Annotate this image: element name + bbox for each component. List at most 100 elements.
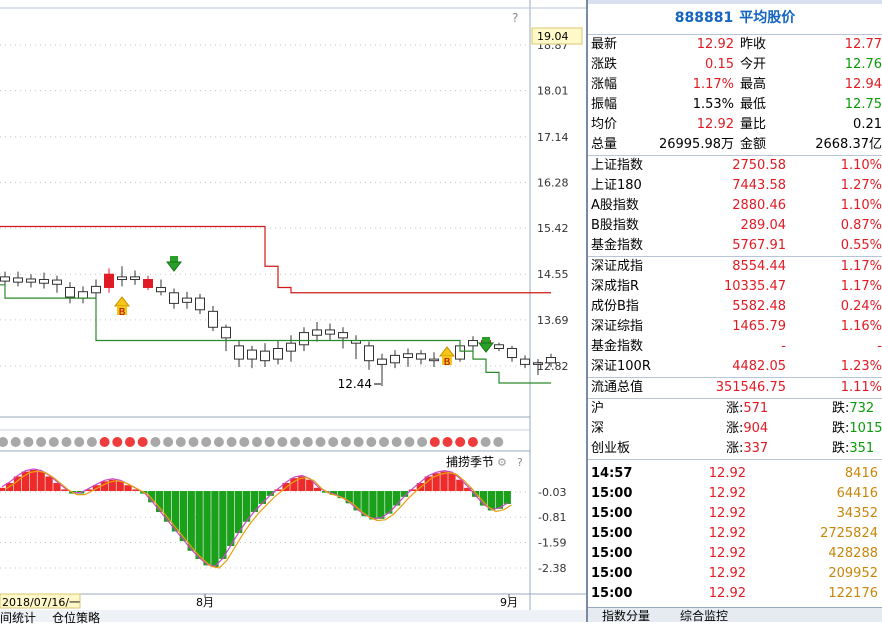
indicator-bar[interactable] <box>53 482 61 492</box>
candle-body[interactable] <box>520 358 530 365</box>
candle-body[interactable] <box>78 291 88 299</box>
index-row[interactable]: 基金指数 - - <box>588 337 882 357</box>
indicator-bar[interactable] <box>400 491 409 497</box>
indicator-bar[interactable] <box>306 479 314 492</box>
candle-body[interactable] <box>26 278 36 283</box>
indicator-bar[interactable] <box>456 479 464 492</box>
candle-body[interactable] <box>182 297 192 303</box>
tab-position-strategy[interactable]: 仓位策略 <box>52 611 101 625</box>
index-row[interactable]: 上证指数 2750.58 1.10% <box>588 156 882 176</box>
indicator-bar[interactable] <box>290 478 298 492</box>
indicator-bar[interactable] <box>464 487 472 492</box>
indicator-bar[interactable] <box>187 491 195 551</box>
indicator-bar[interactable] <box>250 491 259 513</box>
index-row[interactable]: 上证180 7443.58 1.27% <box>588 176 882 196</box>
tab-time-stats[interactable]: 间统计 <box>0 611 37 625</box>
indicator-bar[interactable] <box>163 491 172 522</box>
indicator-bar[interactable] <box>369 491 377 520</box>
index-row[interactable]: 深证综指 1465.79 1.16% <box>588 317 882 337</box>
indicator-bar[interactable] <box>298 476 306 492</box>
index-row[interactable]: B股指数 289.04 0.87% <box>588 216 882 236</box>
indicator-bar[interactable] <box>266 491 274 496</box>
kline-chart-area[interactable]: 18.87 18.01 17.14 16.28 15.42 14.55 13.69 12.82… <box>0 0 586 625</box>
indicator-bar[interactable] <box>242 491 251 522</box>
indicator-bar[interactable] <box>37 471 45 492</box>
indicator-bar[interactable] <box>353 491 361 511</box>
indicator-bar[interactable] <box>61 489 69 492</box>
candle-body[interactable] <box>156 286 166 293</box>
candle-body[interactable] <box>364 345 374 362</box>
indicator-bar[interactable] <box>495 491 503 509</box>
tab-overall-monitor[interactable]: 综合监控 <box>680 609 729 623</box>
indicator-bar[interactable] <box>156 491 164 513</box>
indicator-bar[interactable] <box>385 491 393 514</box>
candle-body[interactable] <box>195 297 205 311</box>
candle-body[interactable] <box>52 279 62 285</box>
candle-body[interactable] <box>247 349 257 360</box>
indicator-bar[interactable] <box>472 491 480 497</box>
index-row[interactable]: 流通总值 351546.75 1.11% <box>588 377 882 398</box>
indicator-bar[interactable] <box>258 491 266 504</box>
candle-body[interactable] <box>260 350 270 362</box>
indicator-bar[interactable] <box>0 487 6 492</box>
candle-body[interactable] <box>169 292 179 304</box>
indicator-bar[interactable] <box>195 491 203 559</box>
indicator-bar[interactable] <box>448 473 456 492</box>
candle-body[interactable] <box>416 353 426 360</box>
candle-body[interactable] <box>39 279 49 284</box>
candle-body[interactable] <box>312 329 322 336</box>
indicator-bar[interactable] <box>314 487 322 492</box>
indicator-bar[interactable] <box>487 491 496 511</box>
candle-body[interactable] <box>468 340 478 347</box>
candle-body[interactable] <box>507 347 517 359</box>
candle-body[interactable] <box>208 310 218 328</box>
indicator-bar[interactable] <box>108 479 116 492</box>
index-row[interactable]: 深证100R 4482.05 1.23% <box>588 357 882 377</box>
index-row[interactable]: 深成指R 10335.47 1.17% <box>588 277 882 297</box>
indicator-bar[interactable] <box>235 491 243 534</box>
index-row[interactable]: 成份B指 5582.48 0.24% <box>588 297 882 317</box>
indicator-bar[interactable] <box>377 491 385 519</box>
indicator-bar[interactable] <box>479 491 488 506</box>
indicator-bar[interactable] <box>408 489 417 492</box>
indicator-bar[interactable] <box>13 476 22 492</box>
index-row[interactable]: 深证成指 8554.44 1.17% <box>588 256 882 277</box>
indicator-bar[interactable] <box>148 491 156 503</box>
indicator-bar[interactable] <box>84 489 93 492</box>
candle-body[interactable] <box>221 326 231 339</box>
indicator-bar[interactable] <box>393 491 401 506</box>
index-row[interactable]: 基金指数 5767.91 0.55% <box>588 236 882 256</box>
indicator-bar[interactable] <box>203 491 211 566</box>
indicator-bar[interactable] <box>100 481 108 492</box>
tab-index-components[interactable]: 指数分量 <box>602 609 651 623</box>
candle-body[interactable] <box>0 276 10 282</box>
indicator-bar[interactable] <box>171 491 180 532</box>
kline-chart[interactable]: 18.8718.0117.1416.2815.4214.5513.6912.82… <box>0 0 586 622</box>
candle-body[interactable] <box>130 276 140 281</box>
candle-body[interactable] <box>13 277 23 283</box>
candle-body[interactable] <box>234 345 244 360</box>
indicator-bar[interactable] <box>124 485 132 492</box>
indicator-bar[interactable] <box>345 491 353 504</box>
indicator-bar[interactable] <box>424 476 432 492</box>
candle-body[interactable] <box>273 347 283 360</box>
indicator-bar[interactable] <box>432 473 440 492</box>
indicator-bar[interactable] <box>179 491 187 542</box>
candle-body[interactable] <box>286 342 296 352</box>
indicator-bar[interactable] <box>329 491 338 495</box>
indicator-bar[interactable] <box>116 481 124 492</box>
indicator-bar[interactable] <box>29 470 37 492</box>
candle-body[interactable] <box>403 353 413 359</box>
candle-body[interactable] <box>65 286 75 298</box>
candle-body[interactable] <box>390 354 400 364</box>
indicator-bar[interactable] <box>211 491 219 568</box>
indicator-bar[interactable] <box>337 491 345 499</box>
candle-body[interactable] <box>117 276 127 281</box>
indicator-bar[interactable] <box>21 471 29 492</box>
candle-body[interactable] <box>533 362 543 365</box>
index-row[interactable]: A股指数 2880.46 1.10% <box>588 196 882 216</box>
candle-body[interactable] <box>299 332 309 346</box>
candle-body[interactable] <box>494 344 504 349</box>
candle-body[interactable] <box>546 357 556 364</box>
indicator-bar[interactable] <box>227 491 235 547</box>
